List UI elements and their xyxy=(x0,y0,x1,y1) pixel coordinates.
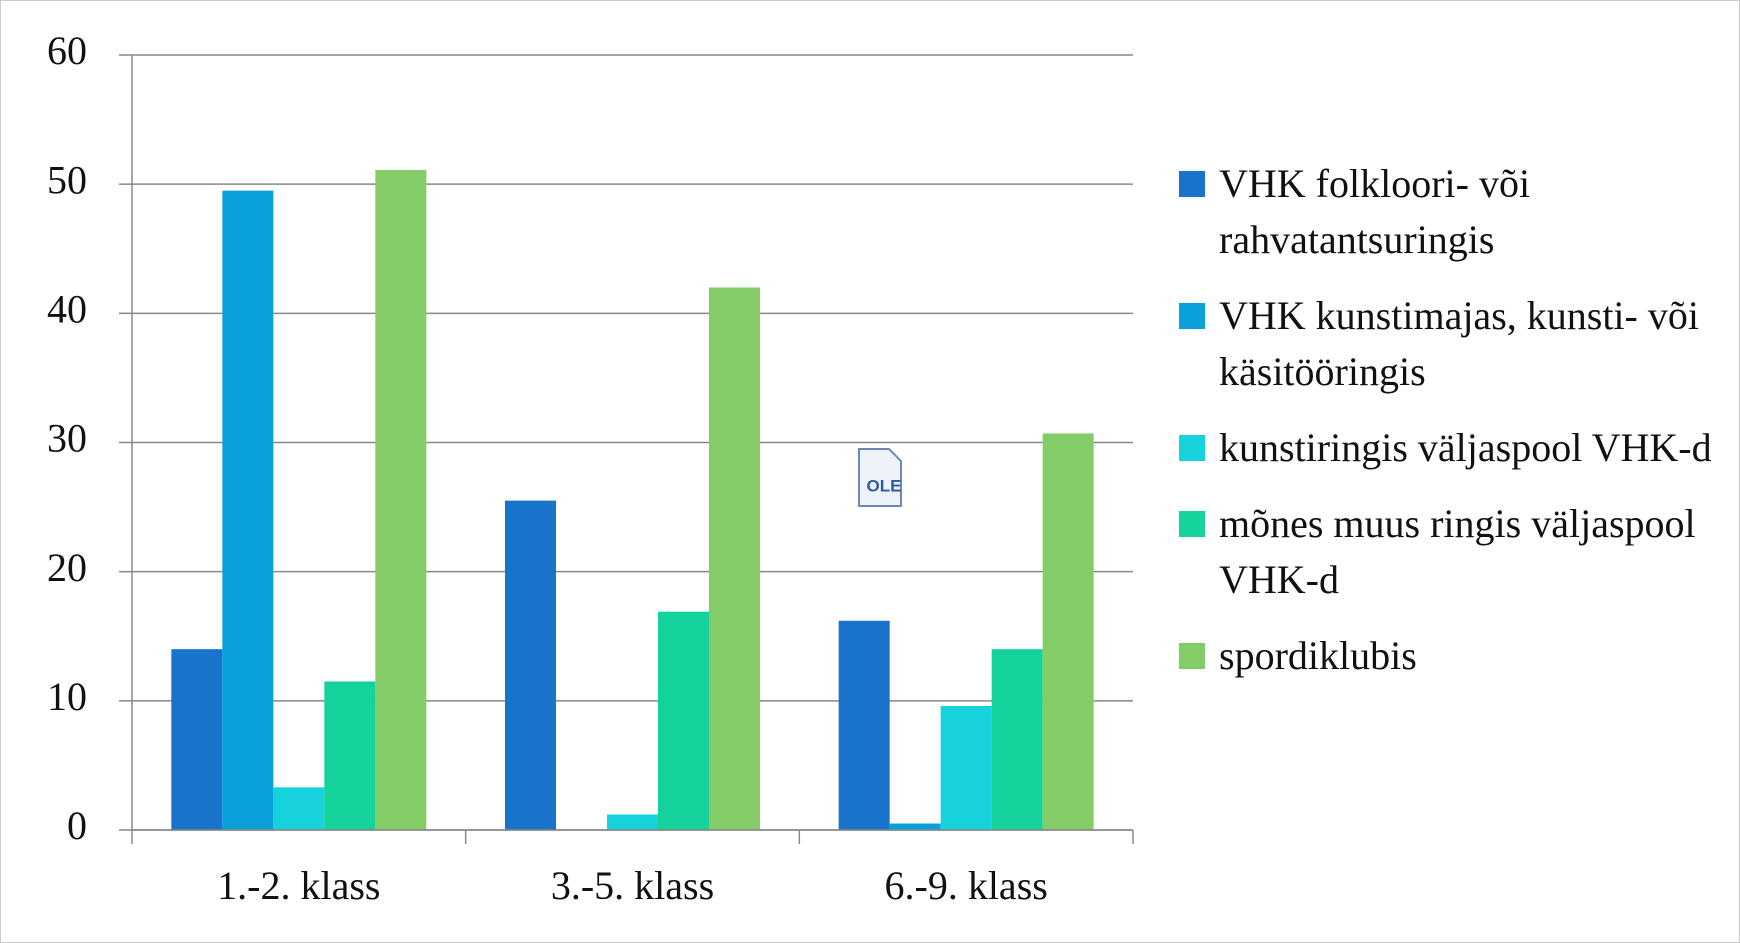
ole-icon: OLE xyxy=(858,448,902,507)
x-tick-label: 1.-2. klass xyxy=(217,863,380,908)
y-tick-label: 50 xyxy=(47,157,87,202)
legend-item: VHK kunstimajas, kunsti- või käsitööring… xyxy=(1179,288,1734,400)
bar xyxy=(709,287,760,830)
bar xyxy=(222,190,274,830)
legend-item: mõnes muus ringis väljaspool VHK-d xyxy=(1179,496,1734,608)
y-tick-label: 20 xyxy=(47,545,87,590)
bar xyxy=(607,814,658,830)
x-tick-label: 3.-5. klass xyxy=(551,863,714,908)
legend-item: spordiklubis xyxy=(1179,628,1734,684)
legend: VHK folkloori- või rahvatantsuringis VHK … xyxy=(1179,156,1734,704)
legend-swatch xyxy=(1179,171,1205,197)
y-tick-label: 60 xyxy=(47,28,87,73)
legend-label: spordiklubis xyxy=(1219,633,1417,678)
legend-swatch xyxy=(1179,643,1205,669)
ole-label: OLE xyxy=(867,476,902,495)
legend-swatch xyxy=(1179,511,1205,537)
legend-swatch xyxy=(1179,435,1205,461)
y-tick-label: 10 xyxy=(47,674,87,719)
y-tick-label: 30 xyxy=(47,416,87,461)
bar xyxy=(505,500,556,830)
legend-label: mõnes muus ringis väljaspool VHK-d xyxy=(1219,501,1696,602)
bar xyxy=(991,649,1043,830)
x-tick-label: 6.-9. klass xyxy=(885,863,1048,908)
bar xyxy=(1042,433,1094,830)
legend-label: VHK folkloori- või rahvatantsuringis xyxy=(1219,161,1531,262)
bar xyxy=(171,649,223,830)
bar xyxy=(375,169,427,831)
bar xyxy=(889,823,941,830)
legend-swatch xyxy=(1179,303,1205,329)
bar xyxy=(273,787,325,830)
legend-label: kunstiringis väljaspool VHK-d xyxy=(1219,425,1712,470)
legend-item: VHK folkloori- või rahvatantsuringis xyxy=(1179,156,1734,268)
bar xyxy=(838,620,890,830)
legend-item: kunstiringis väljaspool VHK-d xyxy=(1179,420,1734,476)
bar xyxy=(940,706,992,830)
bar xyxy=(658,611,709,830)
bar xyxy=(324,681,376,830)
y-tick-label: 40 xyxy=(47,287,87,332)
y-tick-label: 0 xyxy=(67,803,87,848)
legend-label: VHK kunstimajas, kunsti- või käsitööring… xyxy=(1219,293,1699,394)
